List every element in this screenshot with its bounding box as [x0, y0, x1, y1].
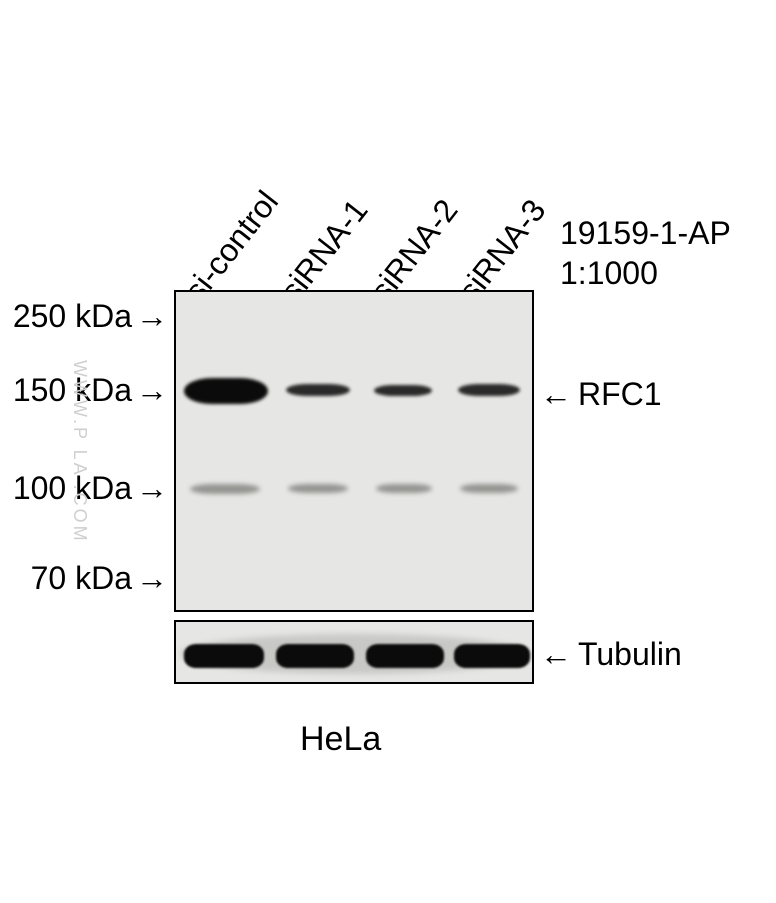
band-rfc1-lane1 — [286, 384, 350, 396]
watermark-text: WWW.P LA .COM — [69, 360, 90, 544]
band-faint-lane0 — [190, 484, 260, 494]
cell-line-label: HeLa — [300, 720, 381, 759]
blot-main — [174, 290, 534, 612]
band-rfc1-lane2 — [374, 385, 432, 396]
arrow-right-icon: → — [136, 470, 168, 507]
mw-text: 250 kDa — [13, 298, 132, 335]
band-faint-lane3 — [460, 484, 518, 493]
blot-tubulin-inner — [176, 622, 532, 682]
mw-text: 70 kDa — [31, 560, 132, 597]
target-tubulin-label: ← Tubulin — [540, 636, 682, 673]
target-tubulin-text: Tubulin — [578, 636, 682, 673]
arrow-left-icon: ← — [540, 376, 572, 413]
blot-main-inner — [176, 292, 532, 610]
arrow-right-icon: → — [136, 560, 168, 597]
target-rfc1-label: ← RFC1 — [540, 376, 662, 413]
mw-marker-70: 70 kDa → — [0, 560, 168, 597]
tubulin-lane2 — [366, 644, 444, 668]
band-rfc1-lane0 — [184, 378, 268, 404]
arrow-left-icon: ← — [540, 636, 572, 673]
mw-marker-250: 250 kDa → — [0, 298, 168, 335]
arrow-right-icon: → — [136, 372, 168, 409]
arrow-right-icon: → — [136, 298, 168, 335]
tubulin-lane1 — [276, 644, 354, 668]
target-rfc1-text: RFC1 — [578, 376, 662, 413]
blot-tubulin — [174, 620, 534, 684]
antibody-catalog: 19159-1-AP — [560, 215, 731, 252]
band-rfc1-lane3 — [458, 384, 520, 396]
tubulin-lane0 — [184, 644, 264, 668]
tubulin-lane3 — [454, 644, 530, 668]
band-faint-lane1 — [288, 484, 348, 493]
figure-container: si-control siRNA-1 siRNA-2 siRNA-3 19159… — [0, 0, 776, 903]
antibody-dilution: 1:1000 — [560, 255, 658, 292]
band-faint-lane2 — [376, 484, 432, 493]
